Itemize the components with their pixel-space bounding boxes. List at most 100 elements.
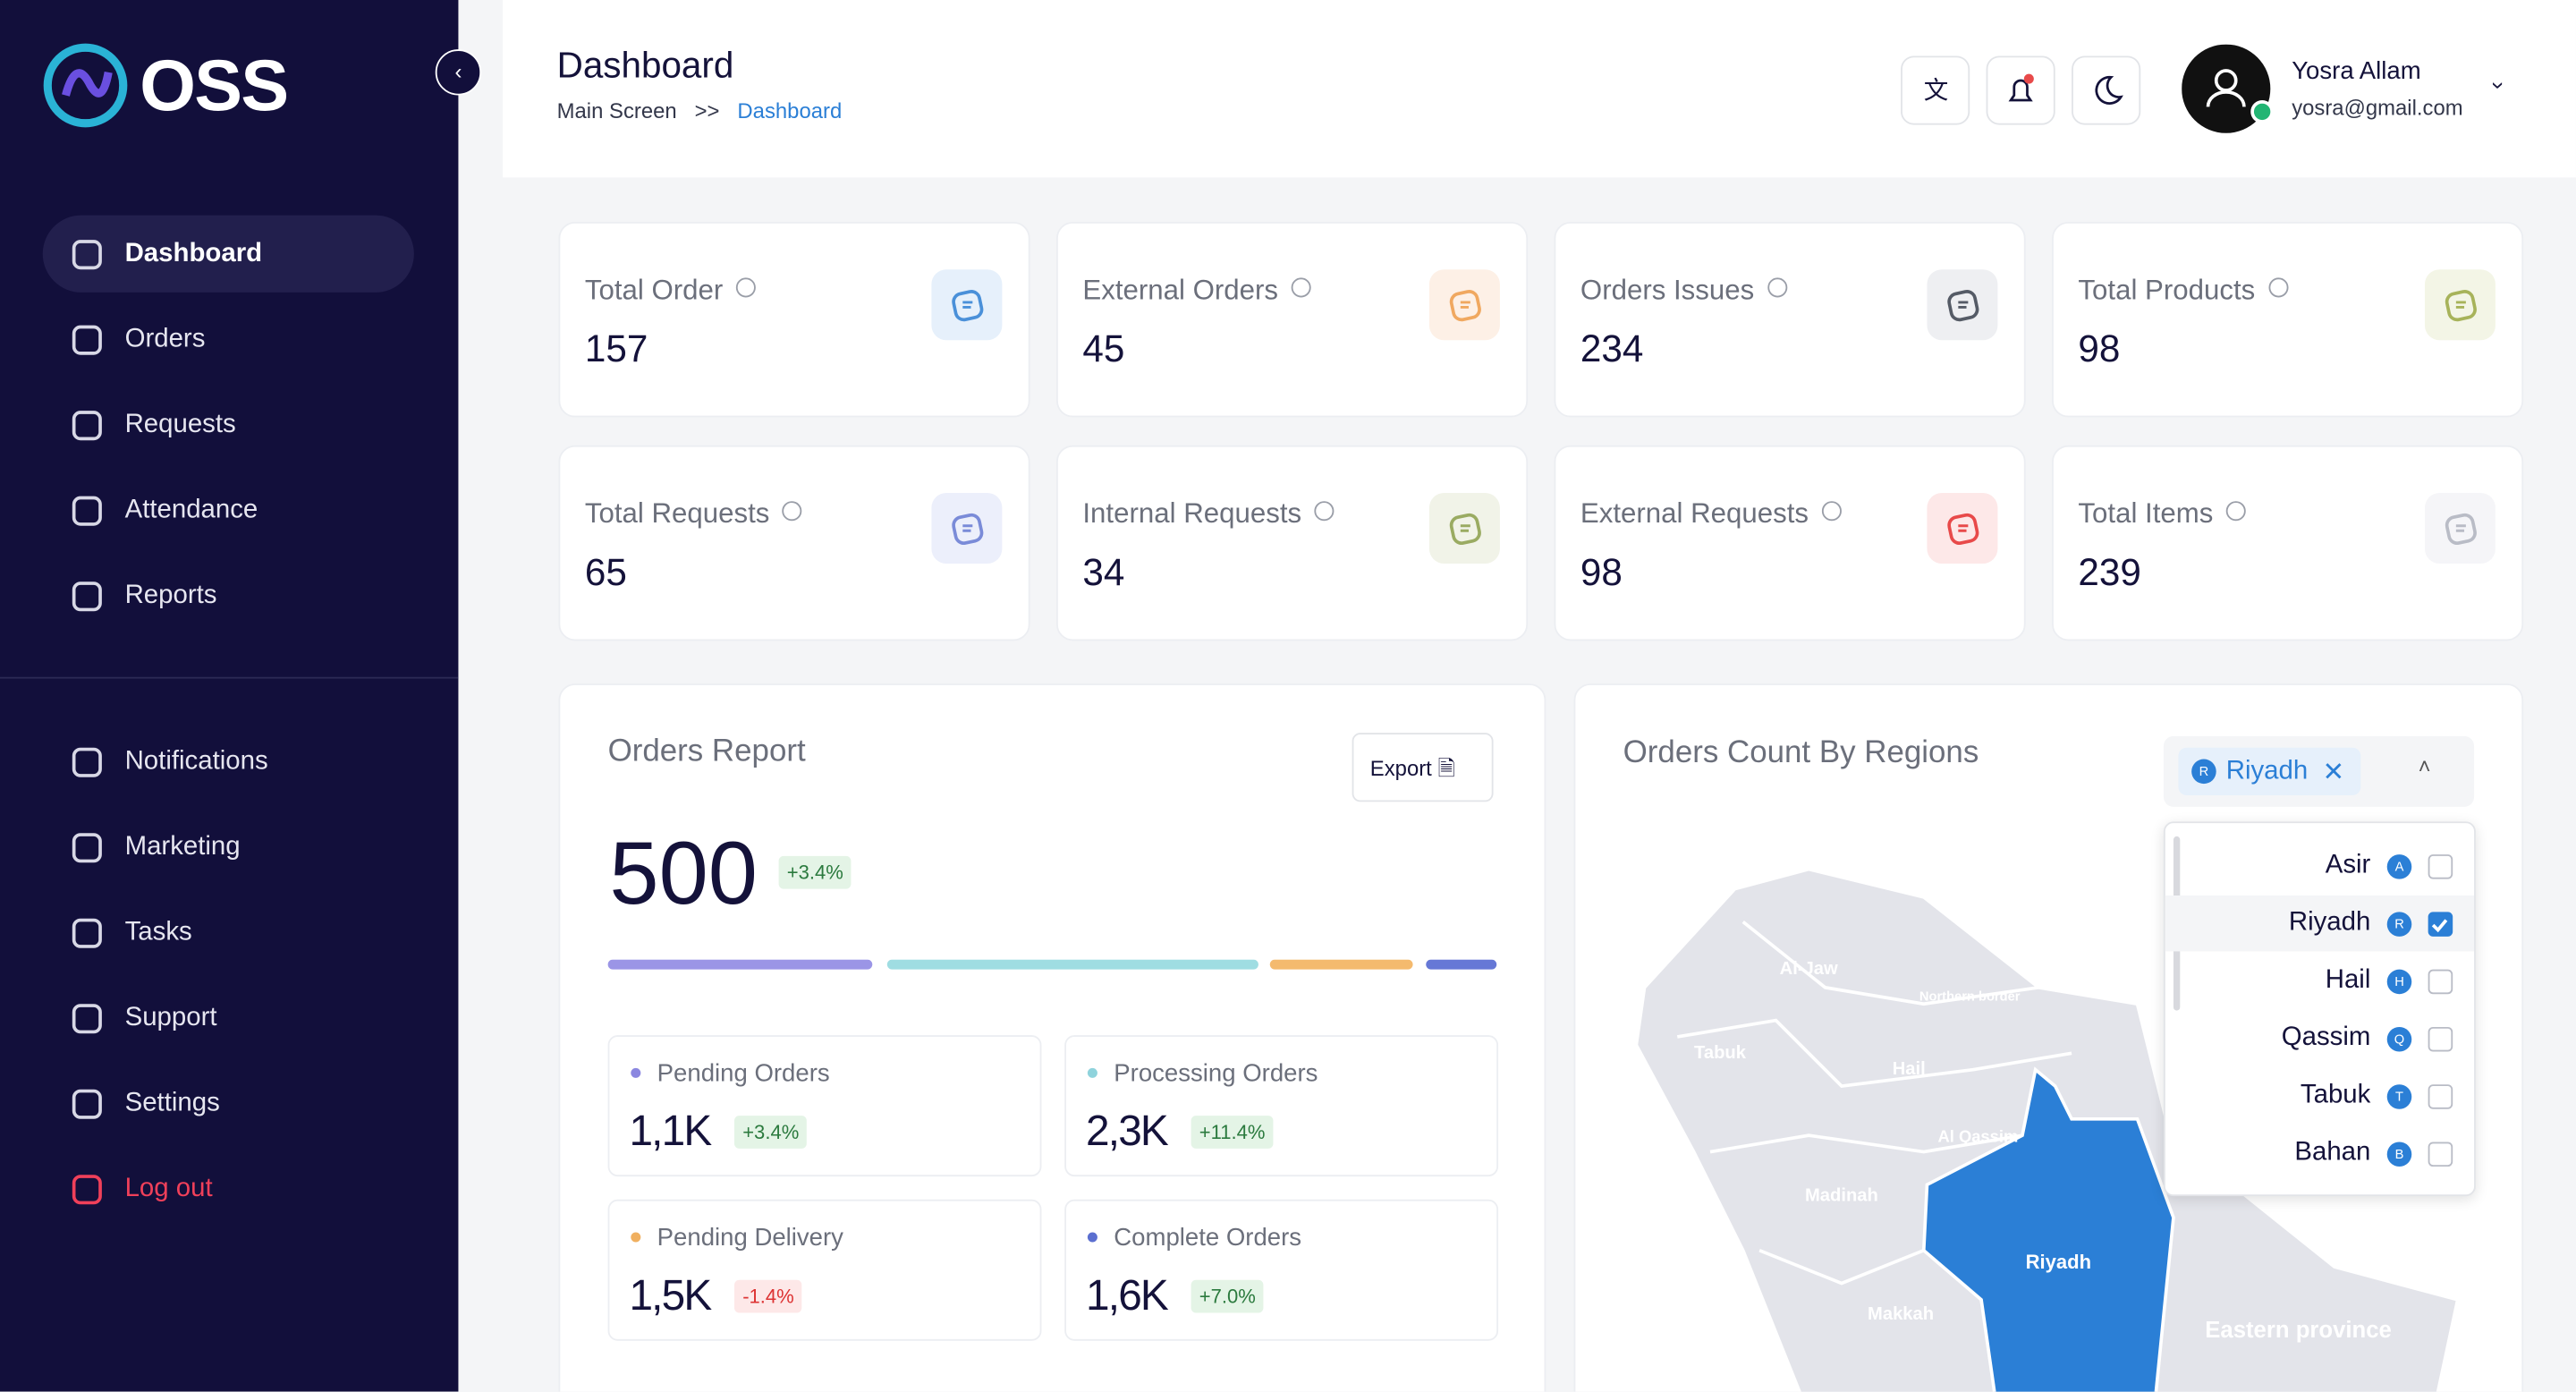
nav-label: Log out [124,1174,213,1202]
sub-value: 1,5K [629,1269,712,1320]
region-option[interactable]: Qassim Q [2165,1011,2474,1066]
nav-item[interactable]: Orders [43,301,414,378]
sub-card: Processing Orders 2,3K +11.4% [1064,1035,1499,1177]
stat-card: Total Items 239 [2052,445,2524,641]
checkbox[interactable] [2428,968,2453,994]
checkbox[interactable] [2428,1083,2453,1108]
sub-label: Processing Orders [1114,1059,1318,1088]
option-initial: A [2386,853,2412,878]
sub-value: 2,3K [1086,1106,1169,1156]
nav-label: Requests [124,410,236,438]
help-icon [1821,501,1842,522]
crumb-current: Dashboard [737,98,843,123]
region-chip: R Riyadh ✕ [2178,747,2361,795]
notifications-button[interactable] [1986,55,2055,125]
stat-value: 157 [584,327,648,370]
checkbox[interactable] [2428,1026,2453,1051]
user-menu-caret[interactable]: › [2486,81,2512,89]
map-label: Tabuk [1694,1043,1747,1063]
checkbox[interactable] [2428,911,2453,937]
icon [2444,289,2477,321]
nav-icon [72,1003,102,1033]
sub-change: +3.4% [734,1116,808,1149]
region-select[interactable]: R Riyadh ✕ ˄ [2163,735,2475,807]
stat-label: Total Items [2078,498,2247,531]
sub-label: Complete Orders [1114,1224,1302,1252]
stat-value: 98 [2078,327,2121,370]
stat-label: External Orders [1082,274,1311,308]
help-icon [783,501,803,522]
nav-label: Orders [124,324,206,352]
logout[interactable]: Log out [43,1150,414,1227]
avatar[interactable] [2182,44,2274,137]
stat-label-text: Internal Requests [1082,497,1302,530]
stat-label: External Requests [1580,498,1842,531]
stat-card: External Orders 45 [1055,221,1529,418]
nav-label: Dashboard [124,239,263,267]
nav-item[interactable]: Dashboard [42,215,414,293]
map: Al-Jaw Northern border Tabuk Hail Al Qassim M… [1634,867,2460,1392]
map-label: Al Qassim [1937,1127,2018,1146]
map-label: Riyadh [2026,1251,2091,1273]
nav-item[interactable]: Marketing [43,809,414,886]
nav-icon [72,495,102,525]
stat-icon [2424,493,2496,564]
header: Dashboard Main Screen >> Dashboard 文 Yos… [503,0,2576,178]
regions-panel: Al-Jaw Northern border Tabuk Hail Al Qassim M… [1573,683,2524,1392]
nav-icon [72,324,102,354]
stat-icon [2424,269,2496,341]
help-icon [1767,277,1787,298]
option-name: Hail [2325,965,2371,995]
nav-item[interactable]: Support [43,980,414,1057]
region-option[interactable]: Bahan B [2165,1125,2474,1181]
icon [951,289,983,321]
stat-icon [1428,269,1500,341]
nav-item[interactable]: Requests [43,386,414,463]
total-change: +3.4% [778,855,852,889]
select-caret[interactable]: ˄ [2418,754,2431,779]
stat-card: Total Order 157 [558,221,1030,418]
theme-button[interactable] [2072,55,2141,125]
divider [0,676,459,679]
nav-icon [72,239,102,269]
region-option[interactable]: Hail H [2165,953,2474,1008]
option-initial: R [2386,911,2412,937]
region-option[interactable]: Asir A [2165,838,2474,894]
stat-card: Total Products 98 [2052,221,2524,418]
region-option[interactable]: Riyadh R [2165,895,2475,952]
stat-label-text: External Orders [1082,274,1279,306]
stat-value: 239 [2078,550,2141,594]
collapse-button[interactable]: ‹ [435,49,482,96]
nav-item[interactable]: Attendance [43,471,414,548]
checkbox[interactable] [2428,853,2453,878]
option-initial: Q [2386,1026,2412,1051]
option-name: Riyadh [2288,908,2371,937]
icon [1946,289,1979,321]
translate-button[interactable]: 文 [1901,55,1970,125]
sub-card: Pending Delivery 1,5K -1.4% [607,1199,1042,1341]
help-icon [2267,277,2289,298]
nav-icon [72,1088,102,1118]
region-option[interactable]: Tabuk T [2165,1068,2474,1124]
nav-item[interactable]: Tasks [43,894,414,971]
nav-item[interactable]: Settings [43,1065,414,1142]
map-label: Northern border [1919,990,2021,1005]
nav-item[interactable]: Notifications [43,723,414,800]
stat-label: Total Requests [585,498,803,531]
stat-icon [931,493,1003,564]
icon [1946,512,1979,545]
crumb[interactable]: Main Screen [556,98,677,123]
stat-icon [1428,493,1500,564]
export-button[interactable]: Export 🗎 [1352,733,1494,802]
user-email: yosra@gmail.com [2292,95,2463,121]
export-label: Export [1369,755,1432,781]
stat-value: 234 [1580,327,1644,370]
stat-value: 45 [1082,327,1125,370]
stat-label: Orders Issues [1580,275,1787,308]
page-title: Dashboard [556,44,734,86]
stat-card: Orders Issues 234 [1554,221,2026,418]
checkbox[interactable] [2428,1141,2453,1167]
nav-item[interactable]: Reports [43,557,414,634]
help-icon [1291,277,1311,298]
